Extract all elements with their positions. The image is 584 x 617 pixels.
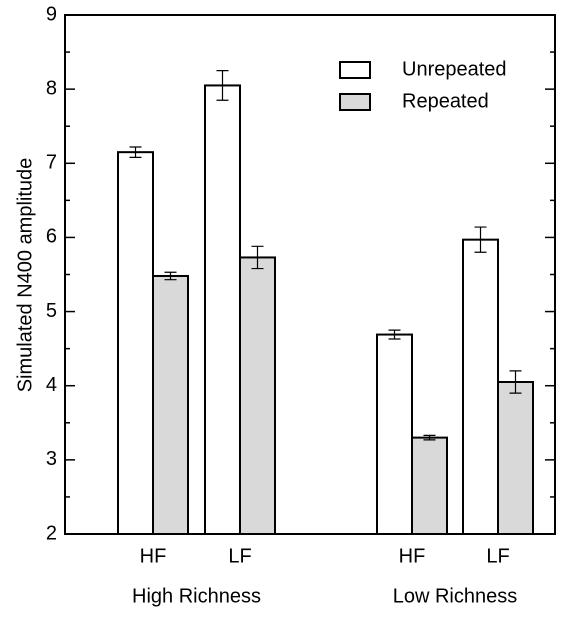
x-tick-label: HF [399,545,426,567]
bar [204,84,241,536]
y-tick-label: 2 [46,522,57,544]
error-bar [388,329,401,340]
bar [239,256,276,535]
error-bar [509,370,522,394]
group-label: Low Richness [393,585,518,607]
bar [411,436,448,535]
bar [152,274,189,535]
y-tick-label: 6 [46,226,57,248]
y-tick-label: 9 [46,3,57,25]
y-tick-label: 5 [46,300,57,322]
error-bar [423,434,436,441]
y-tick-label: 8 [46,77,57,99]
error-bar [164,271,177,281]
legend-label: Repeated [402,90,489,112]
bar [462,238,499,535]
error-bar [474,226,487,253]
error-bar [251,245,264,270]
y-tick-label: 3 [46,448,57,470]
error-bar [129,146,142,158]
bar [376,333,413,536]
legend-swatch [339,61,371,79]
legend-label: Unrepeated [402,58,507,80]
group-label: High Richness [132,585,261,607]
error-bar [216,70,229,101]
bar [117,151,154,536]
legend-swatch [339,93,371,111]
x-tick-label: HF [140,545,167,567]
x-tick-label: LF [228,545,251,567]
bar [497,381,534,535]
y-axis-label: Simulated N400 amplitude [14,158,36,393]
y-tick-label: 7 [46,152,57,174]
y-tick-label: 4 [46,374,57,396]
x-tick-label: LF [486,545,509,567]
